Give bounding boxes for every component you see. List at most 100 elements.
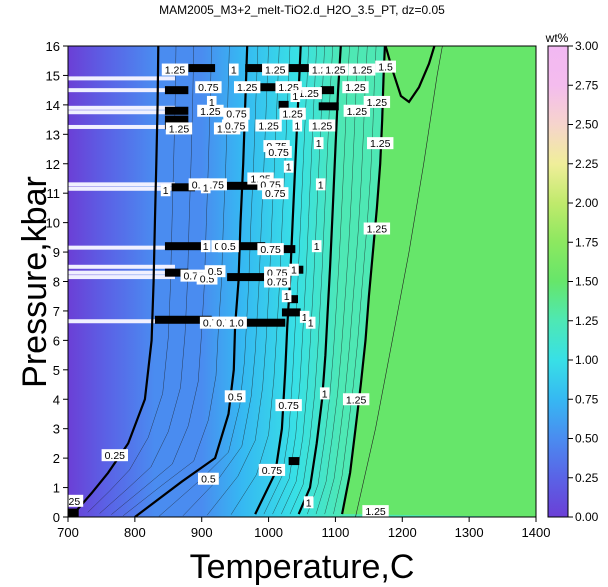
contour-label-text: 1 <box>314 241 320 253</box>
x-tick-label: 700 <box>57 525 79 540</box>
contour-label-box <box>264 275 291 288</box>
contour-label-text: 0.75 <box>225 120 246 132</box>
colorbar-tick-label: 0.25 <box>575 471 599 485</box>
black-bar <box>318 102 339 111</box>
y-tick-label: 11 <box>47 186 61 201</box>
contour-label-box <box>279 107 306 120</box>
colorbar-tick-label: 2.25 <box>575 157 599 171</box>
contour-label-box <box>206 95 217 108</box>
contour-label-text: 1 <box>203 241 209 253</box>
contour-label: 1.25 <box>343 104 371 118</box>
colorbar-tick-label: 0.50 <box>575 432 599 446</box>
colorbar: wt% 0.00 0.25 0.50 0.75 1.00 1.25 1.50 1.75 2.00… <box>545 31 599 524</box>
thin-contour <box>263 46 309 515</box>
y-tick-label: 9 <box>53 245 60 260</box>
contour-label: 1 <box>305 316 316 330</box>
y-tick-label: 6 <box>53 333 60 348</box>
black-bar <box>258 83 279 92</box>
contour-label-text: 1.25 <box>367 97 388 109</box>
contour-label-text: 1.0 <box>229 318 244 330</box>
contour-label: 1.25 <box>262 63 289 77</box>
y-tick-label: 12 <box>46 157 60 172</box>
x-tick-label: 1400 <box>522 525 551 540</box>
contour-label-box <box>197 104 224 117</box>
contour-label-box <box>229 63 239 76</box>
contour-label: 1.25 <box>363 95 391 109</box>
contour-label-box <box>218 240 239 253</box>
colorbar-fill <box>547 45 569 518</box>
black-bar <box>164 268 189 277</box>
contour-label-text: 0.25 <box>105 450 126 462</box>
contour-label-text: 1.25 <box>365 506 386 518</box>
contour-label-box <box>257 243 284 256</box>
contour-label: 0.5 <box>218 240 239 253</box>
colorbar-ticks: 0.00 0.25 0.50 0.75 1.00 1.25 1.50 1.75 2.00 2.25… <box>568 39 599 524</box>
contour-label-box <box>198 472 219 485</box>
contour-label-box <box>161 63 189 76</box>
contour-label-text: 0.75 <box>268 147 289 159</box>
contour-label: 1.25 <box>197 104 224 118</box>
x-tick-label: 1000 <box>254 525 283 540</box>
white-artifact-rows <box>68 76 175 324</box>
thin-contour <box>87 46 177 513</box>
y-tick-label: 15 <box>46 68 60 83</box>
contour-label-box <box>223 107 250 120</box>
contour-label-box <box>200 181 211 194</box>
contour-label-text: 1 <box>294 120 300 132</box>
black-bar <box>235 242 266 251</box>
contour-label: 1.25 <box>308 119 336 132</box>
black-bar <box>68 508 79 517</box>
contour-label-box <box>275 399 302 412</box>
colorbar-tick-label: 2.00 <box>575 196 599 210</box>
colorbar-tick-label: 1.25 <box>575 314 599 328</box>
contour-label: 0.75 <box>257 243 284 256</box>
contour-label-box <box>342 81 369 94</box>
y-tick-label: 14 <box>46 98 60 113</box>
contour-label-box <box>305 316 316 329</box>
black-bar <box>288 295 298 304</box>
contour-label-text: 0.75 <box>262 465 283 477</box>
contour-label-text: 1 <box>308 318 314 330</box>
contour-label-box <box>308 119 336 132</box>
black-bar <box>164 115 189 124</box>
contour-label-box <box>362 505 389 517</box>
y-tick-label: 5 <box>53 363 60 378</box>
contour-label: 1 <box>283 160 294 174</box>
contour-label-text: 1 <box>286 162 292 174</box>
colorbar-tick-label: 3.00 <box>575 39 599 53</box>
phase-boundary <box>355 46 443 517</box>
thin-contour <box>111 46 212 515</box>
y-axis-label: Pressure,kbar <box>16 176 54 388</box>
contour-label-box <box>160 184 171 197</box>
contour-label-box <box>342 393 370 406</box>
white-row <box>68 186 175 191</box>
contour-1 <box>297 46 342 515</box>
contour-label: 1.25 <box>342 81 369 94</box>
white-row <box>68 110 175 115</box>
white-row <box>68 182 175 187</box>
contour-label-text: 1.25 <box>169 123 190 135</box>
x-axis: 700 800 900 1000 1100 1200 1300 1400 <box>57 517 550 540</box>
contour-label-text: 1.5 <box>378 62 393 74</box>
black-bar <box>188 64 216 73</box>
plateau-region <box>342 46 536 517</box>
contour-label-box <box>289 263 299 276</box>
black-bar <box>164 242 202 251</box>
x-tick-label: 1100 <box>321 525 349 540</box>
contour-label-box <box>319 387 330 400</box>
black-bar <box>171 183 196 192</box>
contour-label-box <box>262 63 289 76</box>
contour-label-box <box>367 137 394 150</box>
contour-label-text: 1.25 <box>200 106 221 118</box>
white-row <box>68 124 175 129</box>
thin-contour <box>206 46 280 516</box>
contour-label-text: 0.75 <box>278 400 299 412</box>
black-bar <box>215 181 262 190</box>
contour-label-text: 1 <box>292 91 298 103</box>
contour-label: 1.25 <box>295 87 322 100</box>
contour-label-text: 1.25 <box>347 106 368 118</box>
contour-label-box <box>299 310 310 323</box>
